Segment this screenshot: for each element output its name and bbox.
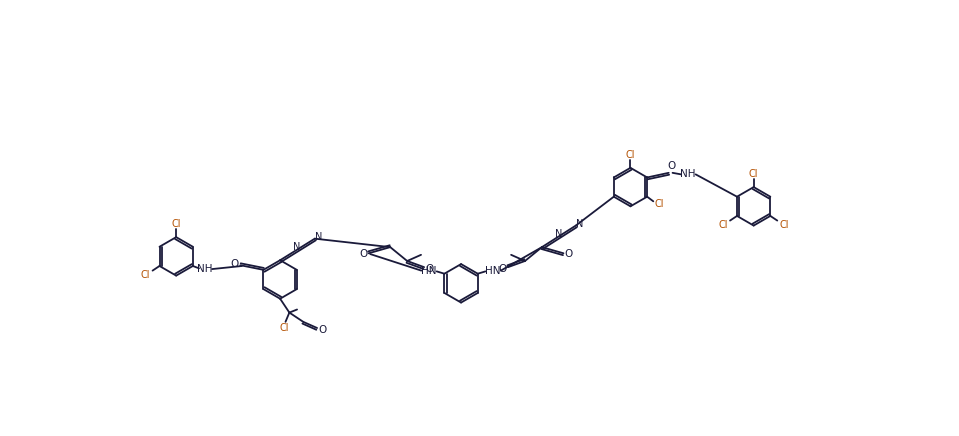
Text: N: N [293, 242, 301, 252]
Text: O: O [667, 161, 676, 171]
Text: O: O [318, 324, 327, 334]
Text: O: O [499, 264, 506, 274]
Text: Cl: Cl [780, 220, 789, 230]
Text: Cl: Cl [655, 199, 665, 209]
Text: O: O [565, 249, 573, 259]
Text: Cl: Cl [141, 270, 151, 280]
Text: NH: NH [198, 264, 213, 274]
Text: Cl: Cl [280, 323, 290, 333]
Text: N: N [555, 229, 563, 239]
Text: Cl: Cl [718, 220, 728, 230]
Text: NH: NH [680, 169, 695, 179]
Text: N: N [576, 219, 583, 229]
Text: Cl: Cl [625, 150, 635, 160]
Text: O: O [231, 259, 239, 269]
Text: HN: HN [421, 266, 436, 276]
Text: Cl: Cl [172, 219, 181, 229]
Text: O: O [360, 249, 367, 259]
Text: N: N [315, 232, 322, 242]
Text: HN: HN [485, 266, 501, 276]
Text: Cl: Cl [749, 169, 759, 179]
Text: O: O [426, 264, 433, 274]
